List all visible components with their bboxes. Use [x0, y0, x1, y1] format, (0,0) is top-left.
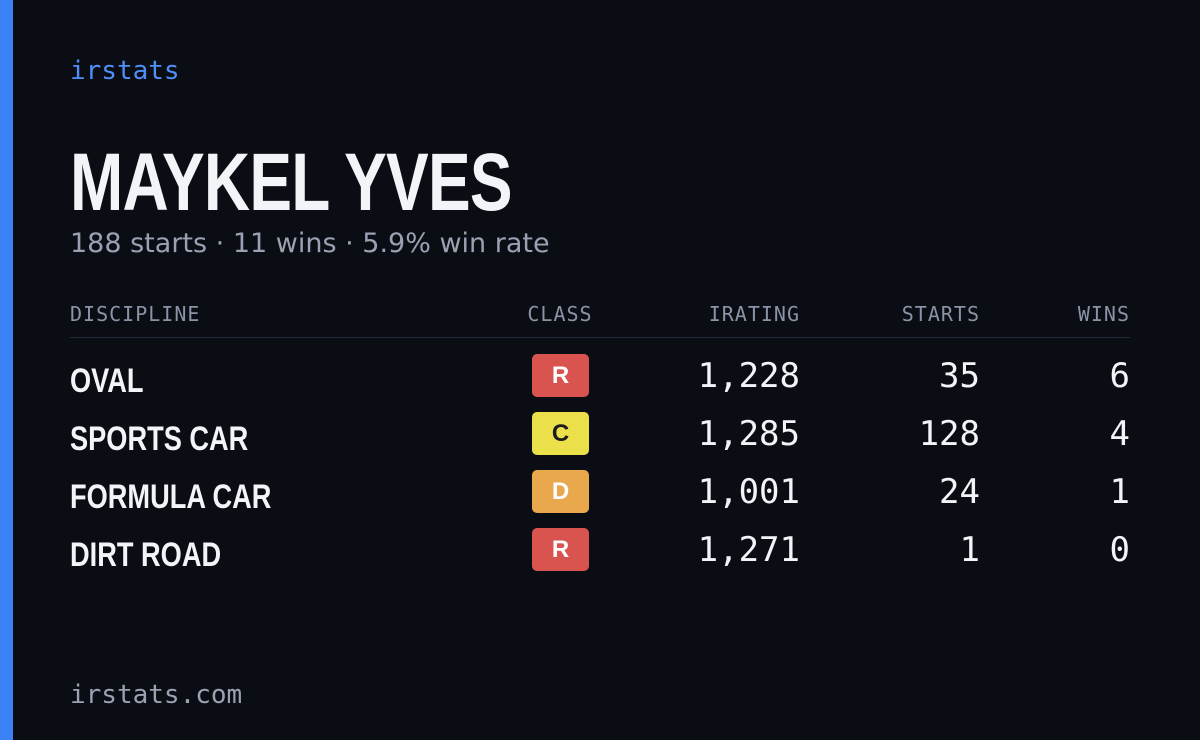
header-rule [70, 337, 1130, 338]
discipline: FORMULA CAR [70, 478, 272, 516]
starts: 1 [959, 530, 980, 570]
starts: 24 [939, 472, 980, 512]
class-badge: C [532, 412, 589, 455]
irating: 1,271 [697, 530, 800, 570]
class-badge: R [532, 354, 589, 397]
starts: 35 [939, 356, 980, 396]
class-badge: D [532, 470, 589, 513]
discipline: OVAL [70, 362, 144, 400]
class-badge: R [532, 528, 589, 571]
column-header: WINS [1077, 302, 1130, 326]
wins: 6 [1109, 356, 1130, 396]
irating: 1,228 [697, 356, 800, 396]
player-name: MAYKEL YVES [70, 137, 512, 228]
wins: 4 [1109, 414, 1130, 454]
column-header: CLASS [527, 302, 593, 326]
irating: 1,285 [697, 414, 800, 454]
subtitle: 188 starts · 11 wins · 5.9% win rate [70, 228, 550, 259]
discipline: DIRT ROAD [70, 536, 222, 574]
wins: 1 [1109, 472, 1130, 512]
brand: irstats [70, 56, 180, 86]
accent-bar [0, 0, 13, 740]
starts: 128 [918, 414, 980, 454]
column-header: DISCIPLINE [70, 302, 201, 326]
irating: 1,001 [697, 472, 800, 512]
wins: 0 [1109, 530, 1130, 570]
footer: irstats.com [70, 680, 243, 710]
column-header: IRATING [708, 302, 800, 326]
column-header: STARTS [901, 302, 980, 326]
discipline: SPORTS CAR [70, 420, 249, 458]
